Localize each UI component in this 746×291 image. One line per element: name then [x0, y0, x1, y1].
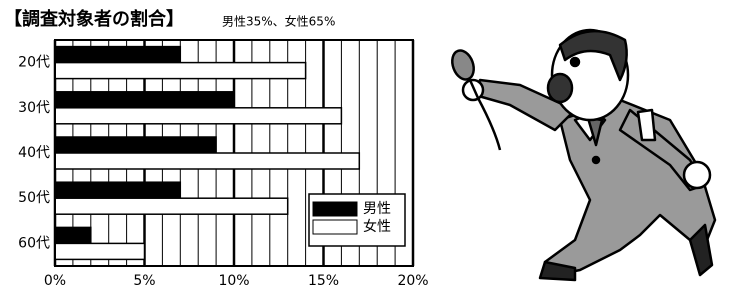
- x-tick-label: 15%: [308, 273, 339, 289]
- bar: [55, 153, 359, 169]
- button: [593, 157, 599, 163]
- bar: [55, 92, 234, 108]
- y-tick-label: 60代: [18, 235, 50, 251]
- legend-swatch: [313, 202, 357, 216]
- x-tick-label: 5%: [133, 273, 155, 289]
- bar: [55, 47, 180, 63]
- legend-swatch: [313, 220, 357, 234]
- bar: [55, 63, 306, 79]
- legend-label: 男性: [363, 201, 391, 217]
- y-tick-label: 30代: [18, 100, 50, 116]
- y-tick-label: 20代: [18, 55, 50, 71]
- x-tick-label: 10%: [218, 273, 249, 289]
- illustration: [448, 30, 715, 280]
- page: 【調査対象者の割合】 男性35%、女性65% 0% 5% 10% 15% 20% 20代 3…: [0, 0, 746, 291]
- bar: [55, 137, 216, 153]
- bar: [55, 198, 288, 214]
- bar: [55, 243, 145, 259]
- chart-title: 【調査対象者の割合】: [4, 8, 184, 30]
- bar: [55, 182, 180, 198]
- armband: [638, 110, 655, 140]
- eye: [571, 58, 579, 66]
- hand: [463, 80, 483, 100]
- microphone: [448, 47, 477, 82]
- fist: [684, 162, 710, 188]
- bar: [55, 108, 341, 124]
- y-tick-label: 50代: [18, 190, 50, 206]
- y-tick-label: 40代: [18, 145, 50, 161]
- bar: [55, 227, 91, 243]
- chart-subtitle: 男性35%、女性65%: [222, 14, 335, 29]
- mouth: [548, 74, 572, 102]
- legend-label: 女性: [363, 218, 391, 235]
- x-tick-label: 0%: [44, 273, 66, 289]
- x-tick-label: 20%: [397, 273, 428, 289]
